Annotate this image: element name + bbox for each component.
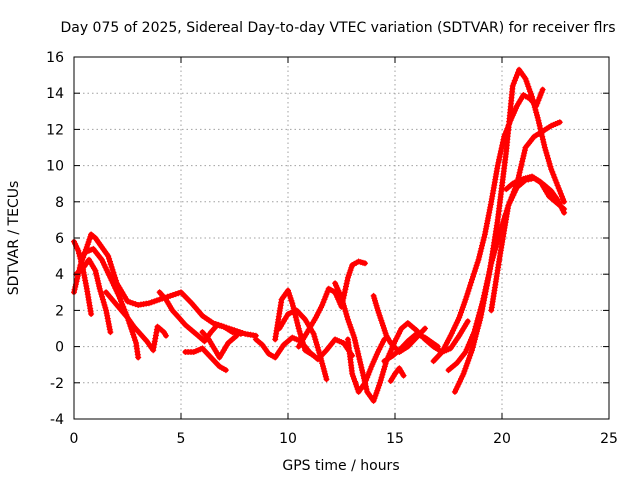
y-tick-label: 16	[46, 50, 64, 66]
series-track-11	[276, 307, 330, 383]
y-tick-label: 4	[55, 267, 64, 283]
grid-lines	[74, 57, 609, 419]
series-track-8	[199, 329, 240, 361]
series-line	[431, 87, 546, 364]
series-track-6	[156, 289, 244, 345]
series-markers	[332, 280, 420, 404]
series-track-10	[272, 287, 317, 359]
x-tick-label: 15	[386, 431, 404, 447]
axis-ticks: 0 5 10 15 20 25 -4 -2 0 2 4 6 8 10 12 14 16	[46, 50, 618, 447]
y-tick-label: 8	[55, 195, 64, 211]
series-markers	[199, 329, 240, 361]
series-markers	[156, 289, 244, 345]
series-markers	[103, 289, 169, 354]
y-tick-label: 2	[55, 303, 64, 319]
y-tick-label: -4	[50, 412, 64, 428]
y-tick-label: 10	[46, 159, 64, 175]
x-tick-label: 0	[70, 431, 79, 447]
series-markers	[276, 307, 330, 383]
series-line	[199, 329, 240, 360]
series-track-21	[451, 66, 568, 395]
series-markers	[387, 365, 407, 384]
series-markers	[182, 345, 229, 374]
chart-title: Day 075 of 2025, Sidereal Day-to-day VTE…	[60, 20, 615, 36]
series-track-13	[332, 280, 420, 404]
series-line	[388, 365, 407, 384]
series-markers	[344, 336, 388, 395]
y-tick-label: -2	[50, 376, 64, 392]
y-axis-label: SDTVAR / TECUs	[6, 181, 22, 296]
series-track-19	[430, 86, 546, 365]
series-track-5	[103, 289, 169, 354]
x-tick-label: 20	[493, 431, 511, 447]
series-markers	[272, 287, 317, 359]
x-tick-label: 10	[279, 431, 297, 447]
x-axis-label: GPS time / hours	[282, 458, 399, 474]
series-markers	[451, 66, 568, 395]
y-tick-label: 6	[55, 231, 64, 247]
series-track-7	[182, 345, 229, 374]
series-track-4	[81, 245, 142, 361]
x-tick-label: 5	[177, 431, 186, 447]
series-track-12	[295, 258, 368, 350]
y-tick-label: 12	[46, 122, 64, 138]
series-markers	[295, 258, 368, 350]
y-tick-label: 14	[46, 86, 64, 102]
series-track-23	[503, 173, 568, 212]
y-tick-label: 0	[55, 340, 64, 356]
x-tick-label: 25	[600, 431, 618, 447]
series-track-14	[344, 336, 388, 395]
series-track-17	[387, 365, 407, 384]
data-traces	[71, 66, 568, 404]
series-markers	[503, 173, 568, 212]
